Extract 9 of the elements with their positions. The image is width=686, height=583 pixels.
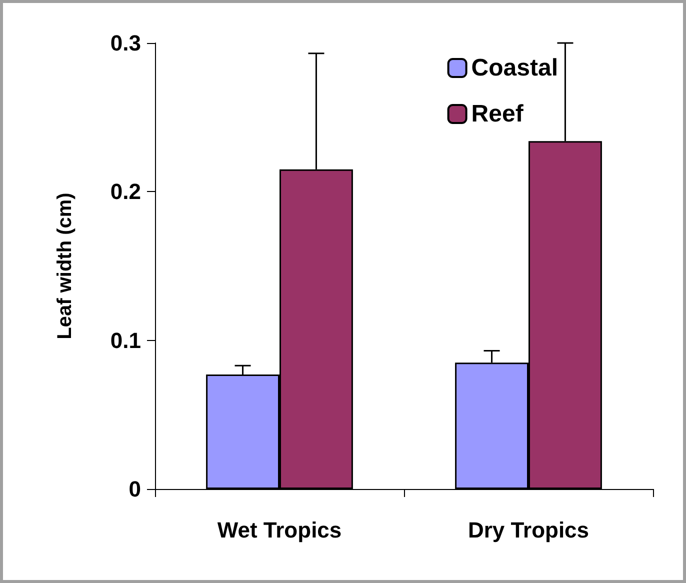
y-tick-label: 0.3 [110,30,141,56]
legend-label: Reef [471,100,524,128]
y-axis-title: Leaf width (cm) [54,192,76,340]
x-tick-label: Wet Tropics [217,518,342,542]
x-tick-label: Dry Tropics [468,518,590,542]
y-tick-label: 0.1 [110,328,141,353]
y-tick-label: 0.2 [110,179,141,204]
legend-label: Coastal [471,54,558,82]
y-tick-label: 0 [128,476,141,502]
